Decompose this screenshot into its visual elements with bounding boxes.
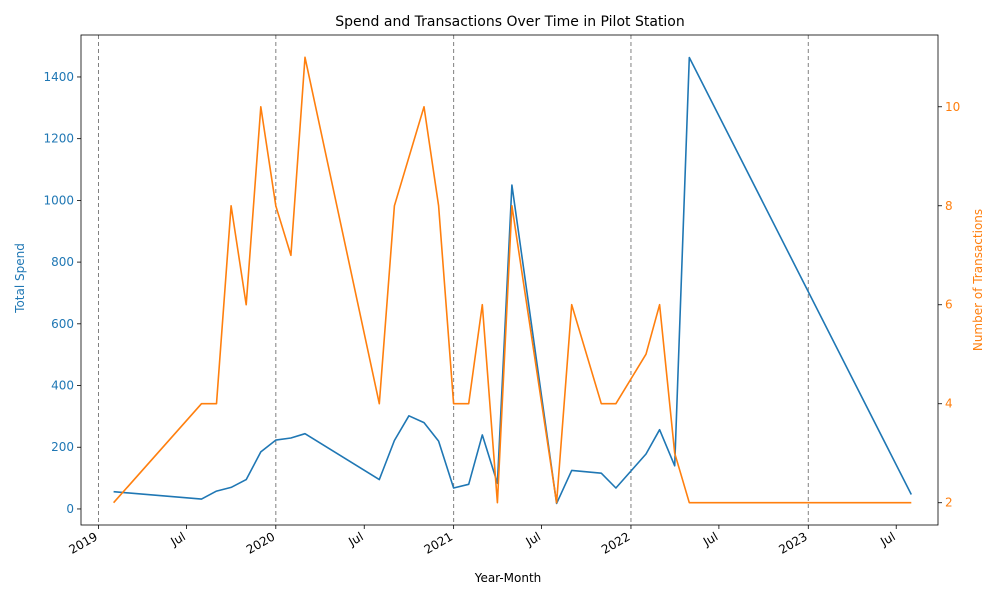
- y-axis-left: 0 200 400 600 800 1000 1200 1400: [43, 70, 81, 516]
- x-tick-label: 2023: [776, 529, 809, 556]
- x-tick-label: 2022: [599, 529, 632, 556]
- spend-line: [113, 56, 913, 505]
- x-tick-label: Jul: [700, 529, 720, 549]
- y-axis-left-label: Total Spend: [13, 243, 27, 314]
- y-left-tick-label: 800: [51, 255, 74, 269]
- y-left-tick-label: 1200: [43, 132, 74, 146]
- transactions-line: [113, 56, 912, 504]
- x-tick-label: 2019: [67, 529, 100, 556]
- plot-frame: [80, 34, 939, 526]
- y-right-tick-label: 4: [945, 397, 953, 411]
- x-tick-label: 2020: [244, 529, 277, 556]
- y-right-tick-label: 8: [945, 199, 953, 213]
- y-left-tick-label: 400: [51, 379, 74, 393]
- y-axis-right: 2 4 6 8 10: [938, 100, 960, 510]
- y-axis-right-label: Number of Transactions: [971, 209, 985, 351]
- y-right-tick-label: 2: [945, 496, 953, 510]
- x-tick-label: Jul: [168, 529, 188, 549]
- x-tick-label: Jul: [877, 529, 897, 549]
- y-left-tick-label: 1000: [43, 193, 74, 207]
- y-right-tick-label: 10: [945, 100, 960, 114]
- x-tick-label: 2021: [422, 529, 455, 556]
- y-left-tick-label: 1400: [43, 70, 74, 84]
- x-axis: 2019 Jul 2020 Jul 2021 Jul 2022 Jul 2023 Jul: [67, 525, 898, 557]
- chart-title: Spend and Transactions Over Time in Pilo…: [335, 14, 684, 30]
- x-tick-label: Jul: [345, 529, 365, 549]
- y-left-tick-label: 600: [51, 317, 74, 331]
- x-tick-label: Jul: [523, 529, 543, 549]
- x-axis-label: Year-Month: [474, 571, 542, 585]
- y-right-tick-label: 6: [945, 298, 953, 312]
- y-left-tick-label: 200: [51, 440, 74, 454]
- series-layer: [113, 56, 913, 505]
- y-left-tick-label: 0: [66, 502, 74, 516]
- year-gridlines: [97, 35, 809, 525]
